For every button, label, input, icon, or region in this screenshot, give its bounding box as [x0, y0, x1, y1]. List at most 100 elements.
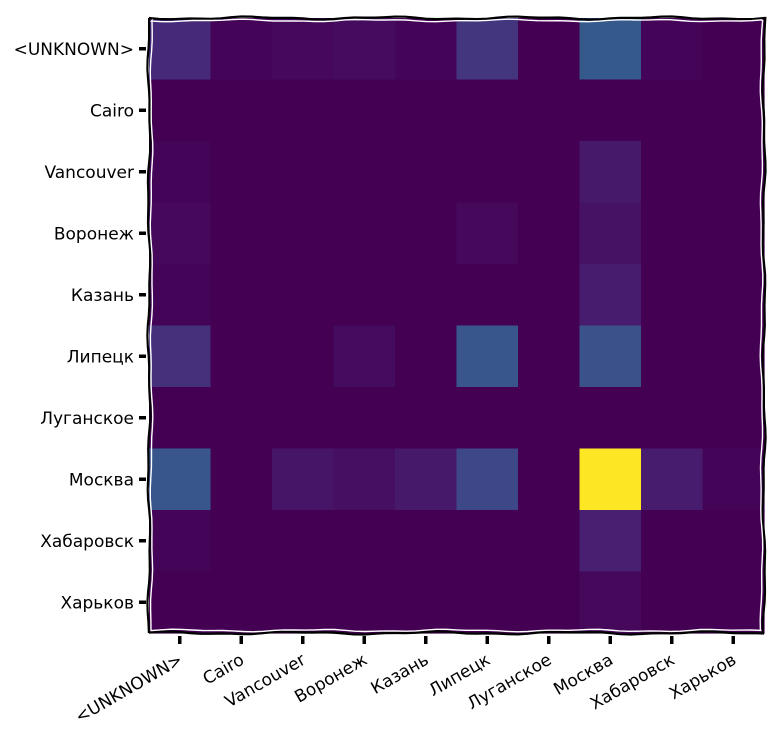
heatmap-cell: [272, 18, 335, 81]
heatmap-cell: [579, 387, 642, 450]
heatmap-cell: [518, 264, 581, 327]
heatmap-cell: [456, 510, 519, 573]
heatmap-cell: [579, 510, 642, 573]
heatmap-cell: [210, 571, 273, 634]
heatmap-cell: [456, 18, 519, 81]
heatmap-cell: [272, 264, 335, 327]
y-tick-label: Vancouver: [44, 163, 134, 183]
heatmap-cell: [456, 325, 519, 388]
heatmap-cell: [333, 510, 396, 573]
heatmap-cell: [395, 510, 458, 573]
heatmap-cell: [702, 79, 765, 142]
y-tick-label: Харьков: [60, 593, 134, 613]
heatmap-cell: [210, 325, 273, 388]
heatmap-cell: [395, 264, 458, 327]
heatmap-cell: [702, 510, 765, 573]
heatmap-cell: [518, 18, 581, 81]
heatmap-cell: [518, 387, 581, 450]
y-tick-label: Казань: [71, 286, 134, 306]
plot-frame: [146, 15, 767, 636]
heatmap-cell: [641, 79, 704, 142]
heatmap-cell: [272, 387, 335, 450]
heatmap-cell: [395, 571, 458, 634]
heatmap-cell: [395, 18, 458, 81]
heatmap-cell: [333, 448, 396, 511]
y-tick-label: Липецк: [67, 347, 134, 367]
heatmap-cell: [395, 387, 458, 450]
heatmap-cell: [149, 448, 212, 511]
heatmap-cell: [702, 202, 765, 265]
heatmap-cell: [579, 325, 642, 388]
heatmap-cell: [149, 202, 212, 265]
heatmap-cell: [149, 79, 212, 142]
heatmap-cell: [456, 448, 519, 511]
heatmap-cell: [272, 571, 335, 634]
heatmap-cell: [702, 387, 765, 450]
heatmap-cell: [149, 387, 212, 450]
y-tick-label: Воронеж: [54, 224, 134, 244]
heatmap-cell: [456, 79, 519, 142]
heatmap-cell: [210, 510, 273, 573]
x-tick-label: Казань: [368, 650, 433, 699]
heatmap-cell: [333, 202, 396, 265]
heatmap-cell: [456, 141, 519, 204]
heatmap-cell: [210, 387, 273, 450]
heatmap-cell: [395, 202, 458, 265]
heatmap-cell: [702, 448, 765, 511]
heatmap-cell: [272, 510, 335, 573]
heatmap-cell: [456, 264, 519, 327]
heatmap-cell: [518, 510, 581, 573]
heatmap-cell: [579, 18, 642, 81]
x-tick-label: Харьков: [666, 650, 740, 704]
heatmap-cell: [272, 448, 335, 511]
heatmap-cell: [579, 141, 642, 204]
heatmap-cell: [149, 325, 212, 388]
heatmap-cell: [395, 141, 458, 204]
x-tick-label: <UNKNOWN>: [72, 650, 186, 728]
heatmap-cell: [272, 202, 335, 265]
heatmap-cell: [149, 141, 212, 204]
heatmap-cell: [518, 202, 581, 265]
heatmap-cell: [579, 202, 642, 265]
heatmap-cell: [702, 18, 765, 81]
y-tick-label: Луганское: [40, 409, 134, 429]
heatmap-cell: [641, 202, 704, 265]
heatmap-cell: [456, 387, 519, 450]
heatmap-cell: [333, 571, 396, 634]
heatmap-cell: [210, 79, 273, 142]
x-axis: <UNKNOWN> CairoVancouverВоронежКазаньЛипе…: [72, 636, 740, 728]
heatmap-cell: [333, 325, 396, 388]
y-tick-label: Cairo: [90, 101, 134, 121]
y-tick-label: <UNKNOWN>: [14, 40, 134, 60]
heatmap-cell: [641, 141, 704, 204]
heatmap-cell: [702, 571, 765, 634]
heatmap-cell: [456, 202, 519, 265]
heatmap-cell: [518, 325, 581, 388]
y-tick-label: Хабаровск: [40, 532, 134, 552]
heatmap-cell: [272, 141, 335, 204]
heatmap-cell: [395, 325, 458, 388]
heatmap-cell: [641, 571, 704, 634]
heatmap-cell: [395, 448, 458, 511]
heatmap-cell: [149, 264, 212, 327]
heatmap-cell: [641, 448, 704, 511]
heatmap-cell: [641, 510, 704, 573]
heatmap-cell: [210, 18, 273, 81]
heatmap-cell: [149, 18, 212, 81]
heatmap-cell: [641, 264, 704, 327]
heatmap-cell: [518, 79, 581, 142]
heatmap-cell: [579, 79, 642, 142]
heatmap-cells: [149, 18, 765, 634]
heatmap-cell: [333, 79, 396, 142]
heatmap-cell: [395, 79, 458, 142]
heatmap-cell: [518, 571, 581, 634]
heatmap-cell: [579, 448, 642, 511]
heatmap-cell: [272, 325, 335, 388]
plot-frame-highlight: [149, 18, 764, 633]
y-axis: <UNKNOWN> Cairo Vancouver Воронеж Казань Липе…: [14, 40, 146, 613]
heatmap-cell: [149, 571, 212, 634]
heatmap-cell: [333, 141, 396, 204]
heatmap-cell: [579, 264, 642, 327]
heatmap-cell: [210, 264, 273, 327]
